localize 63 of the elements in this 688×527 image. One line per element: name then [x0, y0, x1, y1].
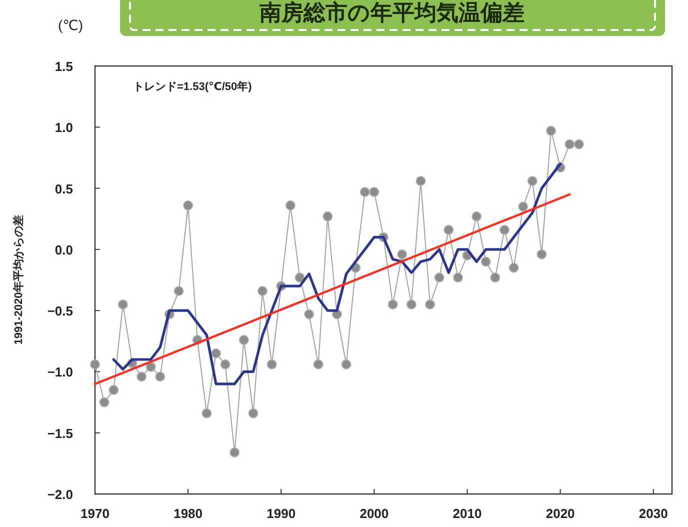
point: [174, 286, 184, 296]
x-tick-label: 1970: [80, 506, 110, 521]
point: [564, 139, 575, 150]
point: [155, 372, 166, 382]
point: [369, 186, 380, 197]
point: [536, 249, 547, 260]
point: [220, 359, 230, 370]
point: [230, 447, 240, 458]
y-tick-label: 0.5: [54, 181, 73, 196]
point: [406, 299, 416, 310]
point: [508, 262, 519, 273]
point: [397, 249, 408, 260]
point: [238, 334, 249, 345]
text: (℃): [58, 17, 84, 33]
y-tick-label: 0.0: [54, 242, 73, 258]
chart-title: 南房総市の年平均気温偏差: [258, 0, 524, 25]
point: [210, 348, 221, 358]
point: [452, 272, 463, 283]
point: [322, 211, 333, 222]
point: [118, 299, 128, 310]
x-tick-label: 2010: [452, 506, 482, 521]
x-tick-label: 1980: [174, 506, 203, 521]
point: [146, 362, 156, 372]
point: [183, 200, 194, 210]
point: [248, 408, 258, 418]
point: [574, 139, 584, 150]
y-axis-title: 1991-2020年平均からの差: [12, 215, 25, 345]
point: [527, 176, 538, 186]
point: [99, 397, 110, 408]
x-tick-label: 2020: [546, 506, 575, 521]
y-tick-label: −2.0: [47, 487, 73, 502]
point: [90, 359, 100, 370]
point: [434, 272, 444, 283]
point: [266, 359, 277, 370]
point: [499, 224, 510, 235]
y-tick-label: −0.5: [47, 304, 73, 319]
point: [285, 200, 296, 210]
point: [546, 126, 556, 136]
point: [416, 176, 426, 186]
point: [294, 272, 305, 283]
point: [388, 299, 398, 310]
point: [490, 272, 500, 283]
point: [202, 408, 212, 418]
point: [313, 359, 324, 370]
point: [341, 359, 352, 370]
y-tick-label: −1.5: [47, 426, 73, 441]
point: [444, 224, 454, 235]
y-tick-label: 1.5: [54, 59, 73, 74]
point: [472, 211, 482, 222]
point: [108, 385, 119, 396]
x-tick-label: 2000: [360, 506, 389, 521]
point: [518, 202, 528, 212]
point: [136, 372, 147, 382]
y-tick-label: 1.0: [54, 120, 73, 136]
x-tick-label: 1990: [266, 506, 296, 521]
point: [360, 186, 370, 197]
point: [304, 309, 314, 320]
annotation: トレンド=1.53(℃/50年): [133, 80, 252, 93]
point: [425, 299, 436, 310]
point: [258, 286, 268, 296]
y-tick-label: −1.0: [47, 364, 73, 380]
x-tick-label: 2030: [638, 506, 668, 521]
point: [480, 256, 491, 267]
